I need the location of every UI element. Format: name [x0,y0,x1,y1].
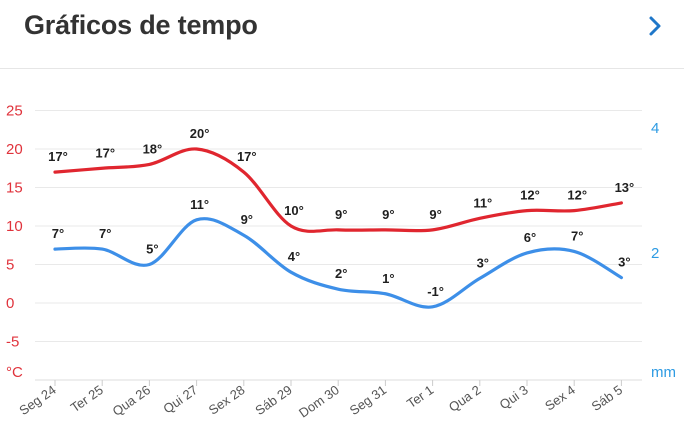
x-tick-label: Ter 25 [68,382,106,415]
data-label-max: 9° [335,207,347,222]
y-tick-label: 15 [6,180,23,197]
y-right-tick-label: 2 [651,245,659,262]
data-label-max: 17° [95,145,115,160]
data-label-max: 17° [237,149,257,164]
data-label-max: 9° [429,207,441,222]
data-label-max: 9° [382,207,394,222]
x-tick-label: Sáb 5 [589,382,625,414]
y-left-unit: °C [6,364,23,381]
y-tick-label: 20 [6,141,23,158]
data-label-max: 18° [143,141,163,156]
data-label-max: 20° [190,126,210,141]
data-label-min: -1° [427,284,444,299]
data-label-min: 3° [618,255,630,270]
data-label-min: 2° [335,266,347,281]
y-tick-label: 5 [6,257,14,274]
x-tick-label: Sex 28 [206,382,248,418]
data-label-max: 13° [615,180,635,195]
y-right-unit: mm [651,364,676,381]
y-tick-label: -5 [6,334,19,351]
data-label-max: 10° [284,203,304,218]
y-tick-label: 0 [6,295,14,312]
x-tick-label: Qui 27 [160,382,200,416]
data-label-min: 6° [524,230,536,245]
data-label-max: 12° [520,188,540,203]
data-label-max: 11° [473,195,492,210]
data-label-min: 3° [477,255,489,270]
data-label-min: 1° [382,271,394,286]
data-label-max: 17° [48,149,68,164]
x-tick-label: Ter 1 [404,382,436,411]
x-tick-label: Sáb 29 [252,382,294,418]
x-tick-label: Seg 31 [347,382,389,418]
y-right-tick-label: 4 [651,120,659,137]
x-tick-label: Sex 4 [542,382,578,413]
x-tick-label: Seg 24 [16,382,58,418]
x-tick-label: Qua 26 [110,382,154,419]
x-tick-label: Qua 2 [446,382,484,415]
data-label-min: 7° [99,226,111,241]
data-label-min: 9° [241,212,253,227]
data-label-max: 12° [567,188,587,203]
x-tick-label: Qui 3 [497,382,531,412]
y-tick-label: 25 [6,103,23,120]
series-line-min [55,219,621,308]
data-label-min: 7° [52,226,64,241]
data-label-min: 5° [146,242,158,257]
data-label-min: 4° [288,249,300,264]
x-tick-label: Dom 30 [296,382,342,420]
data-label-min: 11° [190,197,209,212]
weather-chart: 2520151050-5°C mm42Seg 24 Ter 25 Qua 26 Qui … [0,0,684,433]
data-label-min: 7° [571,228,583,243]
y-tick-label: 10 [6,218,23,235]
